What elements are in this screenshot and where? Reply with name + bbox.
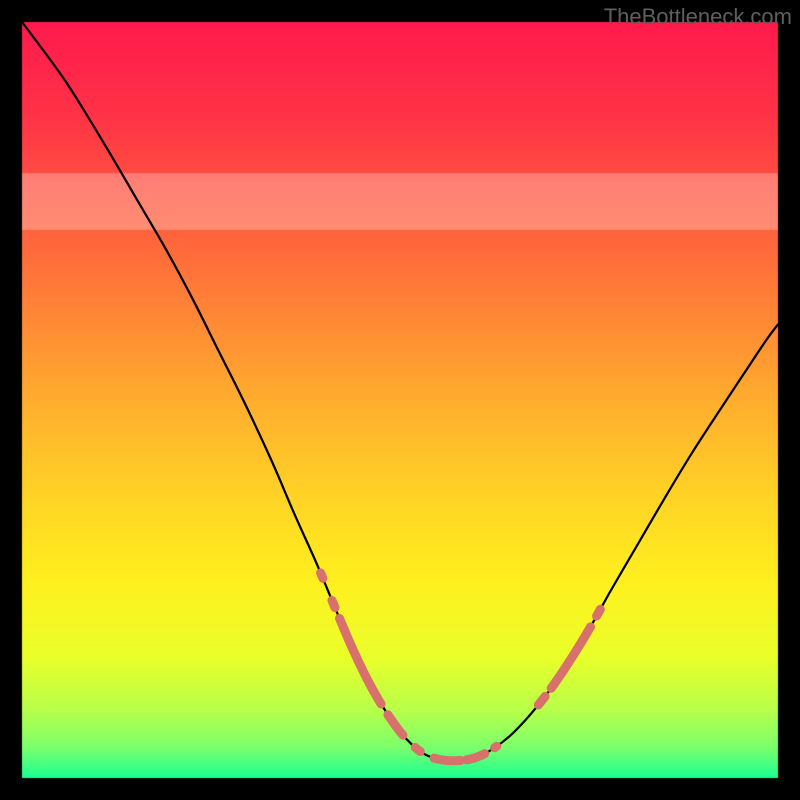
gradient-background (0, 0, 800, 800)
watermark-text: TheBottleneck.com (604, 4, 792, 30)
chart-stage: TheBottleneck.com (0, 0, 800, 800)
